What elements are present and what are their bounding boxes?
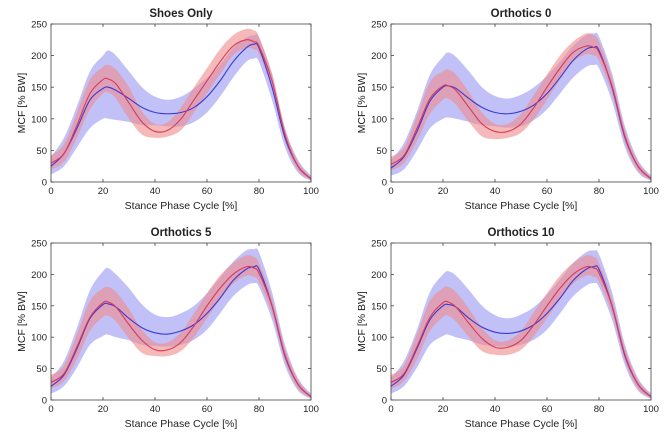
- y-tick-label: 100: [371, 333, 387, 344]
- x-axis-label: Stance Phase Cycle [%]: [125, 418, 238, 430]
- y-tick-label: 250: [371, 20, 387, 31]
- x-tick-label: 100: [303, 404, 319, 415]
- x-tick-label: 40: [490, 186, 501, 197]
- x-tick-label: 0: [48, 186, 53, 197]
- y-tick-label: 50: [376, 364, 387, 375]
- x-tick-label: 20: [438, 404, 449, 415]
- x-axis-label: Stance Phase Cycle [%]: [125, 200, 238, 212]
- chart-panel: 0 20 40 60 80 100 0 50 100 150 200 250 Orthotics 5 St…: [16, 227, 319, 430]
- x-tick-label: 40: [150, 186, 161, 197]
- x-tick-label: 40: [490, 404, 501, 415]
- y-tick-label: 250: [31, 239, 47, 250]
- x-tick-label: 80: [594, 404, 605, 415]
- series-line-blue: [390, 265, 652, 398]
- series-line-red: [390, 45, 652, 180]
- y-tick-label: 250: [371, 239, 387, 250]
- y-tick-label: 0: [382, 178, 387, 189]
- y-tick-label: 0: [42, 396, 47, 407]
- series-band-blue: [391, 249, 651, 399]
- y-tick-label: 150: [31, 301, 47, 312]
- y-tick-label: 100: [371, 114, 387, 125]
- y-tick-label: 150: [371, 301, 387, 312]
- axes-box: [50, 23, 312, 183]
- x-axis-label: Stance Phase Cycle [%]: [465, 200, 578, 212]
- x-tick-label: 0: [48, 404, 53, 415]
- series-band-blue: [391, 32, 651, 181]
- x-tick-label: 40: [150, 404, 161, 415]
- x-axis-label: Stance Phase Cycle [%]: [465, 418, 578, 430]
- x-tick-label: 80: [254, 404, 265, 415]
- x-tick-label: 20: [98, 404, 109, 415]
- chart-panel: 0 20 40 60 80 100 0 50 100 150 200 250 Orthotics 10 S…: [356, 227, 659, 430]
- y-tick-label: 200: [371, 270, 387, 281]
- y-tick-label: 150: [31, 83, 47, 94]
- y-tick-label: 100: [31, 333, 47, 344]
- x-tick-label: 0: [388, 404, 393, 415]
- y-tick-label: 0: [42, 178, 47, 189]
- series-line-blue: [50, 42, 312, 180]
- axes-box: [390, 242, 652, 401]
- y-axis-label: MCF [% BW]: [356, 291, 368, 352]
- y-tick-label: 250: [31, 20, 47, 31]
- y-tick-label: 50: [36, 364, 47, 375]
- x-tick-label: 80: [594, 186, 605, 197]
- y-tick-label: 0: [382, 396, 387, 407]
- y-tick-label: 50: [376, 146, 387, 157]
- chart-title: Shoes Only: [149, 8, 213, 20]
- chart-panel: 0 20 40 60 80 100 0 50 100 150 200 250 Orthotics 0 St…: [356, 8, 659, 212]
- chart-panel: 0 20 40 60 80 100 0 50 100 150 200 250 Shoes Only Sta…: [16, 8, 319, 212]
- y-tick-label: 200: [31, 51, 47, 62]
- series-line-blue: [50, 265, 312, 398]
- x-tick-label: 20: [438, 186, 449, 197]
- x-tick-label: 100: [303, 186, 319, 197]
- x-tick-label: 100: [643, 186, 659, 197]
- axes-box: [390, 23, 652, 183]
- x-tick-label: 100: [643, 404, 659, 415]
- x-tick-label: 20: [98, 186, 109, 197]
- y-tick-label: 200: [31, 270, 47, 281]
- series-line-red: [390, 265, 652, 398]
- series-band-blue: [51, 248, 311, 399]
- axes-box: [50, 242, 312, 401]
- y-tick-label: 100: [31, 114, 47, 125]
- y-tick-label: 200: [371, 51, 387, 62]
- series-line-red: [50, 265, 312, 398]
- y-tick-label: 150: [371, 83, 387, 94]
- chart-title: Orthotics 10: [487, 227, 554, 239]
- chart-title: Orthotics 0: [491, 8, 552, 20]
- series-line-red: [50, 39, 312, 180]
- x-tick-label: 60: [542, 186, 553, 197]
- x-tick-label: 60: [202, 404, 213, 415]
- y-axis-label: MCF [% BW]: [16, 73, 28, 134]
- y-tick-label: 50: [36, 146, 47, 157]
- x-tick-label: 0: [388, 186, 393, 197]
- x-tick-label: 60: [542, 404, 553, 415]
- x-tick-label: 60: [202, 186, 213, 197]
- y-axis-label: MCF [% BW]: [356, 73, 368, 134]
- y-axis-label: MCF [% BW]: [16, 291, 28, 352]
- x-tick-label: 80: [254, 186, 265, 197]
- chart-title: Orthotics 5: [151, 227, 212, 239]
